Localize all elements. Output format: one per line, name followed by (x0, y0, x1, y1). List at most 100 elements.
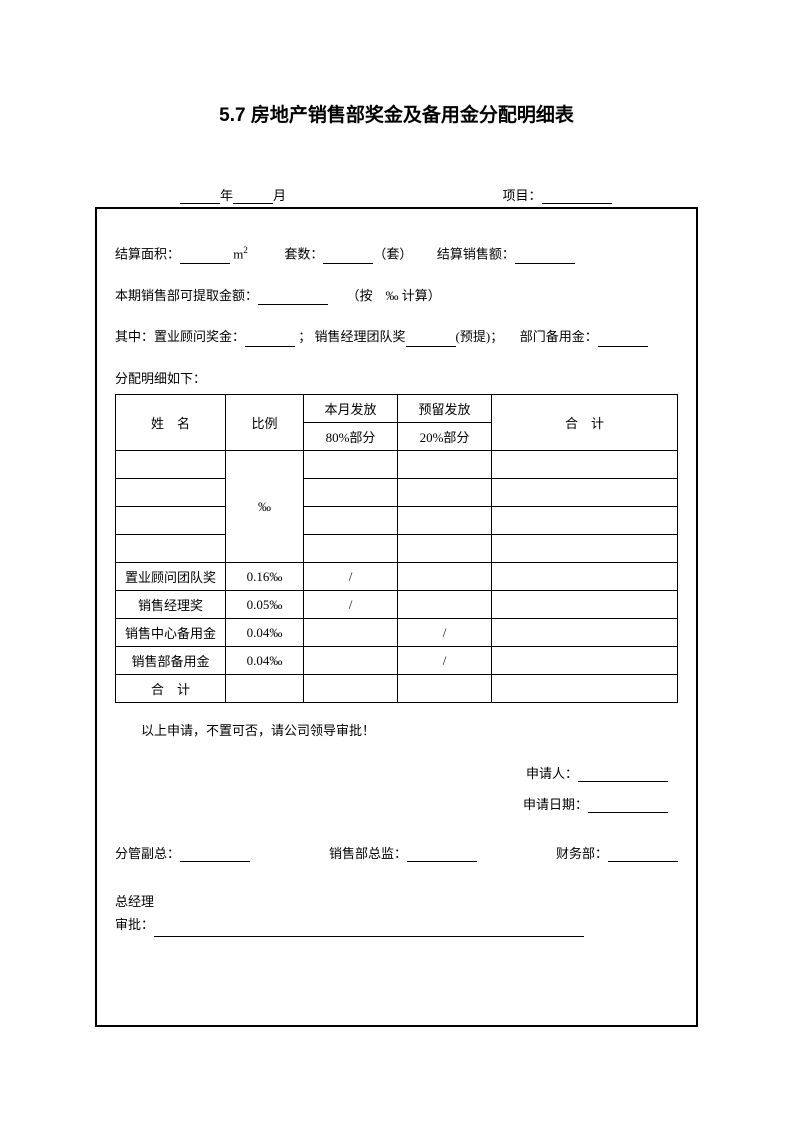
cell-name (116, 479, 226, 507)
table-row (116, 507, 678, 535)
apply-date-blank (588, 799, 668, 813)
sales-blank (515, 250, 575, 264)
line-withdraw: 本期销售部可提取金额： （按 ‰ 计算） (115, 286, 678, 306)
withdraw-blank (258, 291, 328, 305)
th-80: 80%部分 (304, 423, 398, 451)
cell-name: 置业顾问团队奖 (116, 563, 226, 591)
director-blank (407, 848, 477, 862)
month-blank (233, 190, 273, 204)
project-blank (542, 190, 612, 204)
cell-ratio: 0.16‰ (226, 563, 304, 591)
apply-date-label: 申请日期： (523, 797, 588, 812)
table-row (116, 535, 678, 563)
vp-label: 分管副总： (115, 846, 180, 861)
signature-row: 分管副总： 销售部总监： 财务部： (115, 843, 678, 862)
finance-label: 财务部： (556, 846, 608, 861)
units-blank (323, 250, 373, 264)
cell-month: / (304, 563, 398, 591)
cell-total (492, 647, 678, 675)
th-total: 合 计 (492, 395, 678, 451)
units-suffix: （套） (373, 246, 412, 261)
cell-name (116, 451, 226, 479)
finance-blank (608, 848, 678, 862)
cell-reserve (398, 535, 492, 563)
manager-team-label: 销售经理团队奖 (315, 329, 406, 344)
cell-total (492, 507, 678, 535)
cell-name (116, 507, 226, 535)
cell-reserve (398, 507, 492, 535)
cell-total (492, 675, 678, 703)
table-row: 销售经理奖 0.05‰ / (116, 591, 678, 619)
reserve-blank (598, 333, 648, 347)
applicant-block: 申请人： 申请日期： (115, 763, 678, 813)
cell-total (492, 535, 678, 563)
area-blank (180, 250, 230, 264)
cell-name: 销售部备用金 (116, 647, 226, 675)
settle-area-label: 结算面积： (115, 246, 180, 261)
finance-sig: 财务部： (556, 843, 678, 862)
cell-reserve (398, 451, 492, 479)
line-area: 结算面积： m2 套数：（套） 结算销售额： (115, 244, 678, 264)
sep1: ； (298, 329, 311, 344)
cell-ratio: 0.04‰ (226, 619, 304, 647)
page-title: 5.7 房地产销售部奖金及备用金分配明细表 (95, 100, 698, 127)
table-row (116, 479, 678, 507)
gm-label: 总经理 (115, 890, 678, 913)
cell-month (304, 479, 398, 507)
cell-reserve: / (398, 619, 492, 647)
among-label: 其中：置业顾问奖金： (115, 329, 245, 344)
table-row: 销售中心备用金 0.04‰ / (116, 619, 678, 647)
approve-row: 审批： (115, 913, 678, 936)
table-row: 销售部备用金 0.04‰ / (116, 647, 678, 675)
cell-reserve (398, 675, 492, 703)
cell-total (492, 591, 678, 619)
cell-name: 合 计 (116, 675, 226, 703)
reserve-label: 部门备用金： (520, 329, 598, 344)
applicant-label: 申请人： (526, 766, 578, 781)
date-project-row: 年月 项目： (95, 185, 698, 204)
cell-month (304, 619, 398, 647)
cell-name: 销售中心备用金 (116, 619, 226, 647)
th-name: 姓 名 (116, 395, 226, 451)
units-label: 套数： (284, 246, 323, 261)
withdraw-label: 本期销售部可提取金额： (115, 288, 258, 303)
director-label: 销售部总监： (329, 846, 407, 861)
cell-total (492, 563, 678, 591)
table-row: 置业顾问团队奖 0.16‰ / (116, 563, 678, 591)
year-blank (180, 190, 220, 204)
table-row: ‰ (116, 451, 678, 479)
settle-sales-label: 结算销售额： (437, 246, 515, 261)
distribution-table: 姓 名 比例 本月发放 预留发放 合 计 80%部分 20%部分 ‰ (115, 394, 678, 703)
withdraw-suffix: （按 ‰ 计算） (347, 288, 441, 303)
footer-note: 以上申请，不置可否，请公司领导审批！ (115, 721, 678, 741)
approve-blank (154, 923, 584, 937)
cell-name (116, 535, 226, 563)
cell-name: 销售经理奖 (116, 591, 226, 619)
cell-ratio: 0.05‰ (226, 591, 304, 619)
cell-month: / (304, 591, 398, 619)
cell-ratio: 0.04‰ (226, 647, 304, 675)
page: 5.7 房地产销售部奖金及备用金分配明细表 年月 项目： 结算面积： m2 套数… (0, 0, 793, 1087)
form-box: 结算面积： m2 套数：（套） 结算销售额： 本期销售部可提取金额： （按 ‰ … (95, 207, 698, 1027)
cell-reserve (398, 591, 492, 619)
year-label: 年 (220, 188, 233, 203)
cell-total (492, 619, 678, 647)
applicant-blank (578, 768, 668, 782)
apply-date-row: 申请日期： (115, 794, 668, 813)
applicant-row: 申请人： (115, 763, 668, 782)
cell-month (304, 535, 398, 563)
th-reserve: 预留发放 (398, 395, 492, 423)
th-ratio: 比例 (226, 395, 304, 451)
line-among: 其中：置业顾问奖金： ； 销售经理团队奖 (预提)； 部门备用金： (115, 327, 678, 347)
detail-header: 分配明细如下： (115, 369, 678, 389)
th-month: 本月发放 (304, 395, 398, 423)
table-header-row: 姓 名 比例 本月发放 预留发放 合 计 (116, 395, 678, 423)
cell-month (304, 507, 398, 535)
cell-ratio-merged: ‰ (226, 451, 304, 563)
prewithdraw: (预提)； (456, 329, 504, 344)
area-sup: 2 (243, 245, 248, 255)
cell-total (492, 479, 678, 507)
cell-month (304, 675, 398, 703)
director-sig: 销售部总监： (329, 843, 477, 862)
among-blank1 (245, 333, 295, 347)
